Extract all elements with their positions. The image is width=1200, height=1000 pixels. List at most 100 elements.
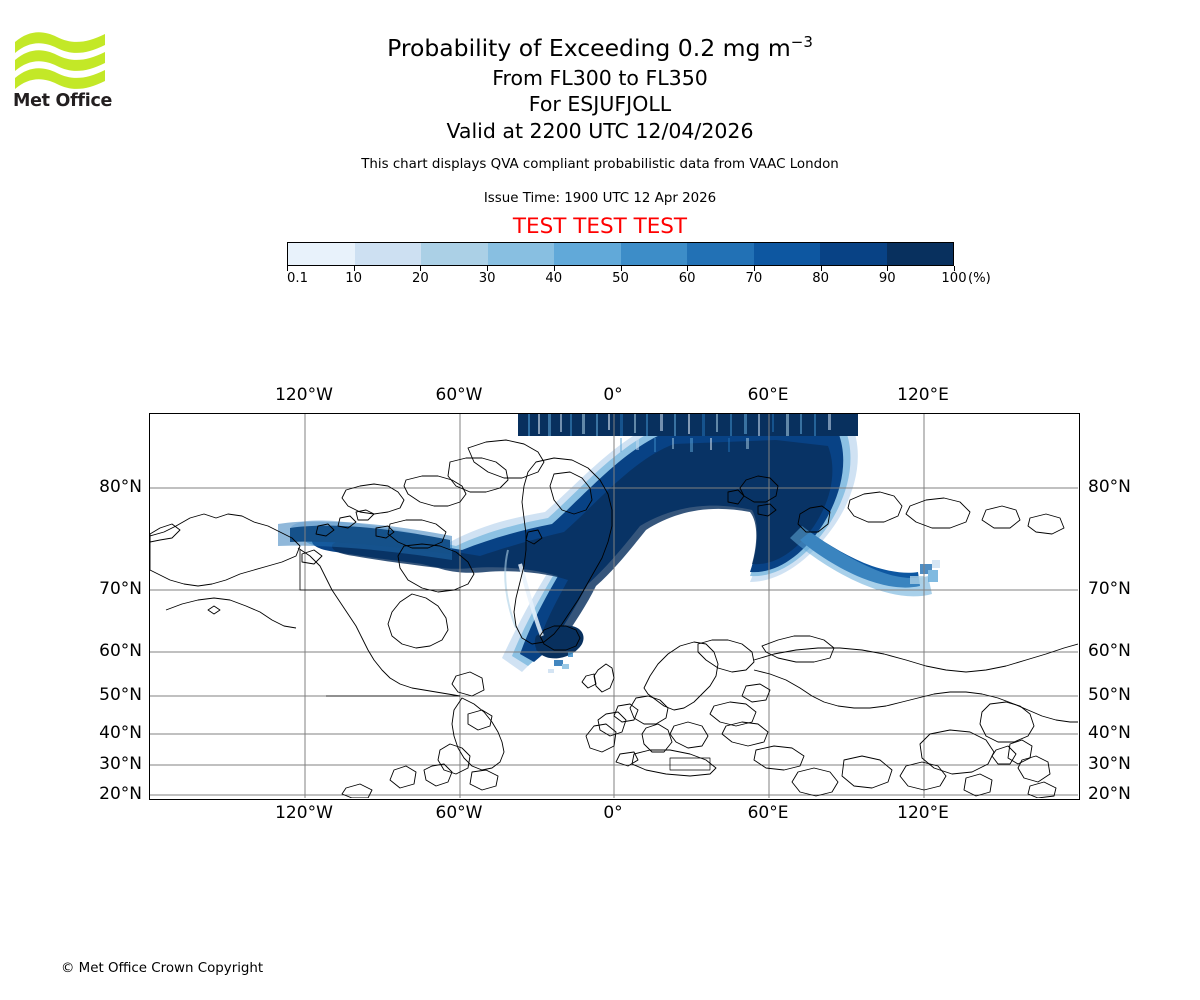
coastline-victoria-island: [341, 483, 405, 515]
colorbar-tick-30: [487, 266, 489, 271]
lat-label-left-2: 60°N: [99, 641, 142, 661]
coastline-mexico: [437, 743, 471, 775]
coastline-hudson-bay: [387, 593, 449, 649]
lon-label-top-0: 120°W: [275, 385, 333, 405]
plume-detached-blobs: [548, 652, 573, 673]
colorbar-label-40: 40: [545, 271, 563, 286]
met-office-logo: [15, 32, 105, 89]
coastline-iberia: [585, 723, 617, 753]
coastline-greenland: [513, 457, 613, 645]
colorbar-label-20: 20: [412, 271, 429, 286]
colorbar-tick-10: [353, 266, 355, 271]
lat-label-right-3: 50°N: [1088, 685, 1131, 705]
coastline-china-east: [919, 729, 995, 775]
colorbar-tick-100: [954, 266, 955, 271]
coastline-banks-island: [403, 475, 467, 507]
coastline-ellesmere-west: [447, 457, 509, 493]
lon-label-top-4: 120°E: [897, 385, 949, 405]
coastlines: [150, 439, 1078, 798]
lon-label-bottom-0: 120°W: [275, 803, 333, 823]
plume-tail-patches: [910, 560, 940, 584]
coastline-wrangel: [981, 505, 1021, 529]
coastline-india-north: [841, 755, 893, 789]
plume-canadian-filament-halo: [278, 521, 452, 560]
plume-barents-tail-halo: [790, 526, 932, 597]
coastline-novaya-zemlya-shelf: [761, 635, 835, 663]
coastline-caspian: [721, 721, 769, 747]
colorbar-label-30: 30: [478, 271, 496, 286]
colorbar-band-90-100: [886, 243, 953, 265]
coastline-japan: [1017, 755, 1051, 783]
coastline-baltic-east: [741, 683, 771, 703]
colorbar-band-50-60: [620, 243, 687, 265]
coastline-japan-north: [1007, 739, 1033, 765]
lon-label-top-2: 0°: [603, 385, 623, 405]
coastline-greenland-ice-edge: [549, 471, 593, 515]
lon-label-bottom-4: 120°E: [897, 803, 949, 823]
coastline-svalbard-west: [727, 489, 745, 505]
lat-label-right-0: 80°N: [1088, 477, 1131, 497]
plume-internal-streak: [504, 549, 517, 629]
title-text: Probability of Exceeding 0.2 mg m: [387, 33, 791, 62]
colorbar-label-0.1: 0.1: [287, 271, 308, 286]
coastline-disko: [525, 529, 543, 545]
coastline-arabia: [791, 767, 839, 797]
colorbar-band-0-1-10: [288, 243, 355, 265]
lat-label-left-6: 20°N: [99, 784, 142, 804]
colorbar-label-50: 50: [612, 271, 629, 286]
coastline-us-east: [451, 697, 505, 771]
border-alaska-canada: [299, 550, 460, 591]
colorbar-tick-50: [620, 266, 622, 271]
coastline-arctic-isle-b: [375, 525, 395, 539]
colorbar-unit-label: (%): [968, 271, 991, 286]
colorbar-band-40-50: [554, 243, 621, 265]
colorbar-ticks: [287, 266, 955, 274]
coastline-kamchatka: [979, 701, 1035, 743]
coastline-severnaya-zemlya: [847, 491, 903, 523]
colorbar-label-80: 80: [812, 271, 829, 286]
coastline-labrador: [451, 671, 485, 697]
border-libya-egypt: [669, 757, 711, 771]
coastline-pacific-south: [341, 783, 373, 798]
valid-time-subtitle: Valid at 2200 UTC 12/04/2026: [446, 118, 754, 143]
colorbar-band-20-30: [421, 243, 488, 265]
coastline-arctic-isle-d: [301, 549, 323, 565]
coastline-aleutians: [165, 597, 297, 629]
coastline-philippines: [963, 773, 993, 797]
chart-title-block: Probability of Exceeding 0.2 mg m−3 From…: [0, 26, 1200, 144]
lat-label-left-4: 40°N: [99, 723, 142, 743]
lat-label-right-4: 40°N: [1088, 723, 1131, 743]
colorbar-label-10: 10: [345, 271, 363, 286]
plume-striations: [528, 414, 831, 436]
coastline-svalbard-south: [757, 503, 777, 517]
coastline-kodiak: [207, 605, 221, 615]
coastline-siberia-north: [753, 643, 1078, 673]
coastline-prince-patrick: [355, 509, 375, 521]
coastline-central-america: [423, 763, 453, 787]
coastline-newfoundland: [467, 709, 493, 731]
coastline-chukotka: [150, 523, 181, 543]
coastline-hawaii-area: [389, 765, 417, 789]
coastline-chukotka-east: [1027, 513, 1065, 535]
lon-label-top-1: 60°W: [435, 385, 483, 405]
coastline-korea: [991, 745, 1017, 765]
page-title: Probability of Exceeding 0.2 mg m−3: [0, 26, 1200, 65]
map-gridlines: [150, 414, 1078, 798]
colorbar-bands: [287, 242, 954, 266]
colorbar-label-100: 100: [941, 271, 967, 286]
plume-internal-split: [518, 563, 544, 637]
coastline-mediterranean-south: [631, 749, 717, 777]
logo-waves: [15, 32, 105, 89]
colorbar-tick-90: [887, 266, 889, 271]
lon-label-bottom-1: 60°W: [435, 803, 483, 823]
colorbar-band-70-80: [753, 243, 820, 265]
copyright-notice: © Met Office Crown Copyright: [61, 961, 264, 976]
map-canvas: [150, 414, 1078, 798]
coastline-svalbard: [739, 475, 779, 503]
lon-label-bottom-3: 60°E: [747, 803, 789, 823]
colorbar-label-70: 70: [745, 271, 763, 286]
probability-colorbar: 0.1 10 20 30 40 50 60 70 80 90 100: [287, 242, 967, 286]
coastline-franz-josef: [797, 505, 831, 533]
colorbar-tick-80: [820, 266, 822, 271]
coastline-alaska: [150, 513, 301, 587]
